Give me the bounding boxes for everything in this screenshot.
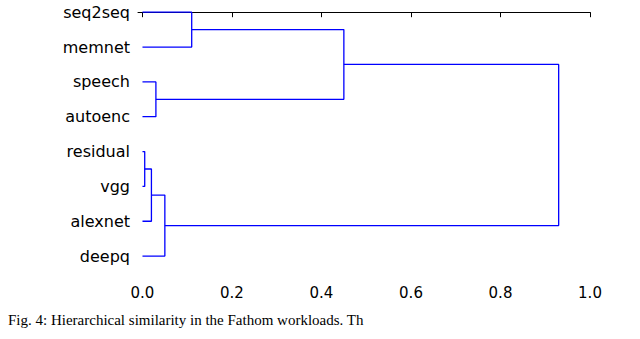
svg-text:residual: residual xyxy=(67,142,130,161)
svg-text:autoenc: autoenc xyxy=(65,107,130,126)
svg-text:memnet: memnet xyxy=(63,38,130,57)
svg-text:0.2: 0.2 xyxy=(220,284,244,301)
svg-text:0.4: 0.4 xyxy=(310,284,334,301)
svg-text:seq2seq: seq2seq xyxy=(63,3,130,22)
svg-text:vgg: vgg xyxy=(100,177,130,196)
svg-text:0.6: 0.6 xyxy=(399,284,423,301)
svg-text:1.0: 1.0 xyxy=(578,284,602,301)
svg-text:0.8: 0.8 xyxy=(489,284,513,301)
svg-text:speech: speech xyxy=(73,72,130,91)
svg-text:alexnet: alexnet xyxy=(70,212,130,231)
svg-text:deepq: deepq xyxy=(80,247,130,266)
html-text:Fig. 4: Hierarchical similarit: Fig. 4: Hierarchical similarity in the F… xyxy=(8,312,364,328)
svg-text:0.0: 0.0 xyxy=(131,284,155,301)
